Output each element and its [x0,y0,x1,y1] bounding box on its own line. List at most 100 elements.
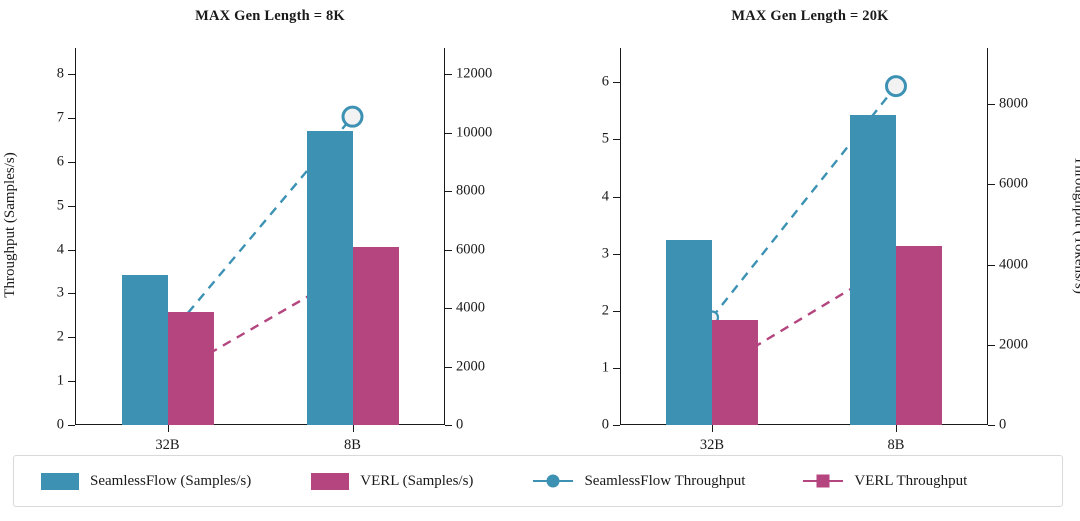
y-tick-right [445,249,452,251]
y-tick-label-right: 0 [999,416,1007,433]
y-tick-right [988,184,995,186]
y-tick-left [68,205,75,207]
x-tick-label: 32B [699,437,725,453]
legend-label: VERL (Samples/s) [360,472,474,489]
x-tick [712,425,713,432]
y-tick-label-left: 0 [56,416,64,433]
y-tick-label-left: 5 [56,197,64,214]
legend-label: VERL Throughput [854,472,968,489]
legend-swatch-square-line-icon [803,472,844,490]
y-tick-left [68,293,75,295]
marker-seamlessflow-8B [341,105,364,128]
legend-swatch-circle-line-icon [533,472,574,490]
left-spine [620,48,621,425]
legend-item-verl-samples[interactable]: VERL (Samples/s) [311,472,474,490]
right-spine [987,48,988,425]
bar-verl-32B [167,312,214,425]
y-tick-left [68,118,75,120]
plot-area: 0 1 2 3 4 5 6 7 8 0 2000 4000 6000 8000 10000 12000 32B 8… [57,48,492,453]
bar-seamlessflow-8B [850,115,896,425]
bottom-spine [620,424,988,425]
y-tick-right [988,104,995,106]
y-tick-label-left: 6 [56,153,64,170]
y-tick-left [613,425,620,426]
y-axis-title-right: Throughput (Tokens/s) [1071,156,1080,294]
y-tick-left [613,253,620,255]
y-tick-label-right: 0 [456,416,464,433]
y-tick-right [445,74,452,76]
y-tick-left [68,337,75,339]
y-tick-left [68,249,75,251]
y-tick-label-right: 2000 [999,336,1028,353]
panel-title: MAX Gen Length = 8K [195,8,345,24]
legend-label: SeamlessFlow Throughput [584,472,746,489]
bar-seamlessflow-8B [306,131,353,425]
y-tick-label-left: 6 [601,73,609,90]
y-tick-left [613,82,620,84]
y-tick-left [68,381,75,383]
chart-panel-20k: MAX Gen Length = 20K Throughput (Tokens/… [540,0,1080,453]
chart-panel-8k: MAX Gen Length = 8K Throughput (Samples/… [0,0,540,453]
y-tick-label-left: 0 [601,416,609,433]
legend-item-seamlessflow-samples[interactable]: SeamlessFlow (Samples/s) [41,472,252,490]
y-tick-label-left: 2 [56,328,64,345]
bottom-spine [75,424,445,425]
y-tick-label-right: 2000 [456,358,485,375]
y-tick-left [613,310,620,312]
y-tick-label-right: 4000 [456,299,485,316]
y-tick-right [445,308,452,310]
bar-verl-32B [712,319,758,425]
x-tick [167,425,169,432]
y-tick-label-left: 3 [601,245,609,262]
y-tick-left [613,139,620,141]
y-tick-label-right: 12000 [456,65,493,82]
y-tick-label-left: 3 [56,284,64,301]
y-tick-label-right: 8000 [456,182,485,199]
y-tick-right [445,366,452,368]
left-spine [75,48,76,425]
y-tick-label-right: 10000 [456,124,493,141]
y-tick-right [988,344,995,346]
y-tick-left [68,74,75,76]
legend-label: SeamlessFlow (Samples/s) [90,472,252,489]
bar-verl-8B [896,246,942,425]
right-spine [444,48,445,425]
bar-seamlessflow-32B [666,239,712,425]
x-tick-label: 8B [887,437,905,453]
y-tick-right [988,425,995,426]
chart-legend: SeamlessFlow (Samples/s) VERL (Samples/s… [13,455,1063,507]
y-tick-label-left: 1 [56,372,64,389]
bar-verl-8B [352,247,399,425]
y-tick-left [613,367,620,369]
x-tick [896,425,897,432]
y-tick-label-right: 6000 [999,175,1028,192]
y-tick-right [445,191,452,193]
legend-swatch-bar-icon [311,472,350,490]
legend-swatch-bar-icon [41,472,79,490]
x-tick [352,425,354,432]
y-axis-title-left: Throughput (Samples/s) [2,152,19,298]
y-tick-label-right: 4000 [999,256,1028,273]
x-tick-label: 8B [344,437,361,453]
y-tick-label-right: 6000 [456,241,485,258]
y-tick-label-left: 7 [56,109,64,126]
y-tick-left [68,425,75,426]
y-tick-label-right: 8000 [999,95,1028,112]
legend-item-verl-throughput[interactable]: VERL Throughput [803,472,967,490]
x-tick-label: 32B [155,437,180,453]
legend-item-seamlessflow-throughput[interactable]: SeamlessFlow Throughput [533,472,745,490]
y-tick-right [988,264,995,266]
y-tick-label-left: 1 [601,359,609,376]
y-tick-right [445,425,452,426]
y-tick-label-left: 8 [56,65,64,82]
y-tick-label-left: 4 [601,188,609,204]
marker-seamlessflow-8B [885,75,907,98]
y-tick-label-left: 4 [56,241,64,258]
y-tick-left [613,196,620,198]
panel-title: MAX Gen Length = 20K [731,8,889,24]
y-tick-left [68,161,75,163]
y-tick-label-left: 2 [601,302,609,319]
bar-seamlessflow-32B [121,274,168,425]
plot-area: 0 1 2 3 4 5 6 0 2000 4000 6000 8000 32B 8B [602,48,1028,453]
